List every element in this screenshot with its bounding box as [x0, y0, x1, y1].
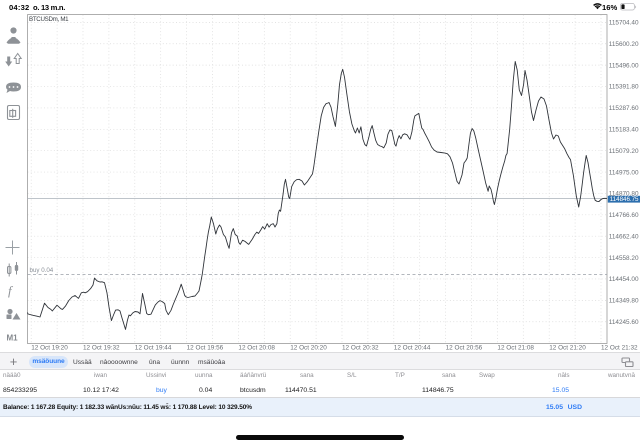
svg-text:114975.00: 114975.00 [609, 169, 639, 176]
svg-text:buy 0.04: buy 0.04 [30, 267, 54, 274]
svg-text:114245.60: 114245.60 [609, 319, 639, 326]
svg-text:115496.00: 115496.00 [609, 62, 639, 69]
svg-text:12 Oct 20:56: 12 Oct 20:56 [446, 345, 483, 352]
svg-text:115704.40: 115704.40 [609, 20, 639, 27]
svg-text:12 Oct 20:08: 12 Oct 20:08 [238, 345, 275, 352]
svg-text:114870.80: 114870.80 [609, 191, 639, 198]
svg-text:115183.40: 115183.40 [609, 127, 639, 134]
svg-text:f: f [8, 283, 14, 298]
svg-text:12 Oct 19:20: 12 Oct 19:20 [31, 345, 68, 352]
svg-text:114766.60: 114766.60 [609, 212, 639, 219]
svg-text:12 Oct 21:20: 12 Oct 21:20 [549, 345, 586, 352]
svg-text:115079.20: 115079.20 [609, 148, 639, 155]
svg-text:M1: M1 [7, 334, 19, 343]
svg-text:115391.80: 115391.80 [609, 84, 639, 91]
svg-text:12 Oct 20:44: 12 Oct 20:44 [394, 345, 431, 352]
svg-text:12 Oct 21:08: 12 Oct 21:08 [497, 345, 534, 352]
svg-text:114662.40: 114662.40 [609, 233, 639, 240]
svg-text:115600.20: 115600.20 [609, 41, 639, 48]
svg-text:BTCUSDm, M1: BTCUSDm, M1 [29, 16, 69, 23]
svg-text:115287.60: 115287.60 [609, 105, 639, 112]
svg-text:114846.75: 114846.75 [610, 196, 639, 203]
svg-text:12 Oct 19:56: 12 Oct 19:56 [187, 345, 224, 352]
svg-text:114349.80: 114349.80 [609, 298, 639, 305]
svg-text:114558.20: 114558.20 [609, 255, 639, 262]
svg-text:114454.00: 114454.00 [609, 276, 639, 283]
svg-text:12 Oct 19:32: 12 Oct 19:32 [83, 345, 120, 352]
svg-text:12 Oct 21:32: 12 Oct 21:32 [601, 345, 638, 352]
svg-text:12 Oct 20:20: 12 Oct 20:20 [290, 345, 327, 352]
svg-text:12 Oct 20:32: 12 Oct 20:32 [342, 345, 379, 352]
svg-text:12 Oct 19:44: 12 Oct 19:44 [135, 345, 172, 352]
